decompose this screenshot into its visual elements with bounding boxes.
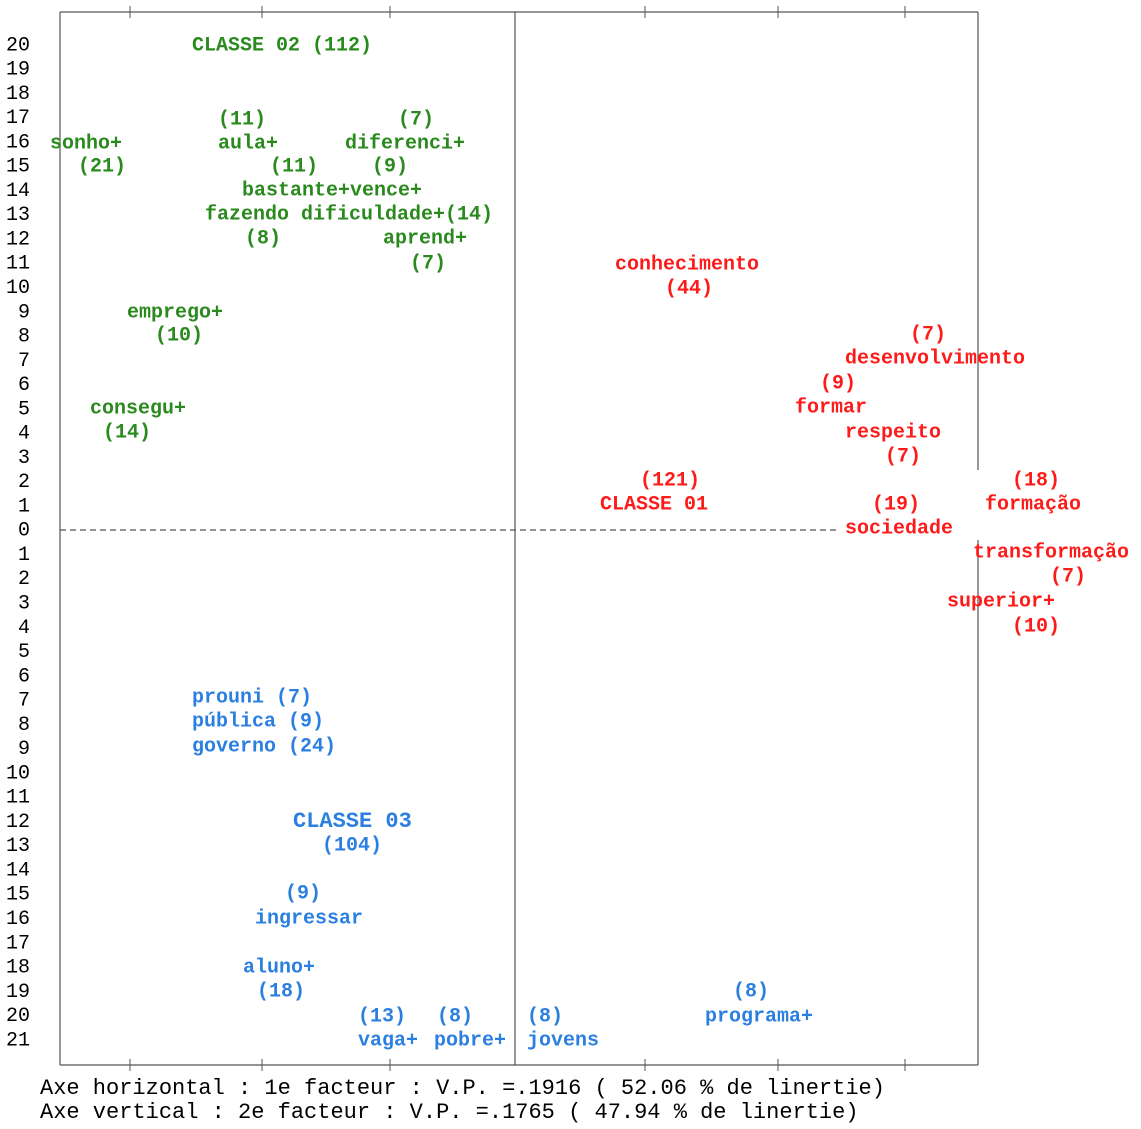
row-label: 14: [6, 859, 30, 882]
word-label: sociedade: [845, 517, 953, 540]
row-label: 11: [6, 253, 30, 276]
word-label: aprend+: [383, 227, 467, 250]
row-label: 3: [18, 447, 30, 470]
row-label: 5: [18, 398, 30, 421]
row-label: 12: [6, 228, 30, 251]
row-label: 15: [6, 156, 30, 179]
word-label: superior+: [947, 590, 1055, 613]
footer-line: Axe vertical : 2e facteur : V.P. =.1765 …: [40, 1100, 859, 1125]
row-label: 8: [18, 326, 30, 349]
row-label: 4: [18, 423, 30, 446]
word-label: (10): [1012, 615, 1060, 638]
row-label: 18: [6, 957, 30, 980]
row-label: 7: [18, 350, 30, 373]
row-label: 19: [6, 59, 30, 82]
row-label: 2: [18, 568, 30, 591]
frame: [59, 6, 979, 1071]
word-label: (19): [872, 493, 920, 516]
word-label: (13): [358, 1005, 406, 1028]
row-label: 7: [18, 690, 30, 713]
row-label: 1: [18, 544, 30, 567]
row-label: 20: [6, 1005, 30, 1028]
word-label: (8): [527, 1005, 563, 1028]
word-label: (11): [270, 155, 318, 178]
row-label: 13: [6, 835, 30, 858]
word-label: (7): [1050, 565, 1086, 588]
word-label: pública (9): [192, 710, 324, 733]
row-label: 0: [18, 520, 30, 543]
word-label: (9): [372, 155, 408, 178]
row-label: 14: [6, 180, 30, 203]
row-label: 8: [18, 714, 30, 737]
word-label: aluno+: [243, 956, 315, 979]
word-label: (7): [885, 445, 921, 468]
row-label: 15: [6, 884, 30, 907]
row-label: 17: [6, 107, 30, 130]
word-label: bastante+vence+: [242, 179, 422, 202]
row-label: 10: [6, 762, 30, 785]
word-label: respeito: [845, 421, 941, 444]
row-label: 19: [6, 981, 30, 1004]
row-label: 13: [6, 204, 30, 227]
word-label: (8): [437, 1005, 473, 1028]
row-label: 4: [18, 617, 30, 640]
word-label: formação: [985, 493, 1081, 516]
word-label: (44): [665, 277, 713, 300]
word-label: diferenci+: [345, 132, 465, 155]
word-label: (7): [410, 252, 446, 275]
footer-line: Axe horizontal : 1e facteur : V.P. =.191…: [40, 1076, 885, 1101]
word-label: governo (24): [192, 735, 336, 758]
word-label: (18): [257, 980, 305, 1003]
word-label: fazendo dificuldade+(14): [205, 203, 493, 226]
row-label: 18: [6, 83, 30, 106]
word-label: (7): [398, 108, 434, 131]
word-label: (8): [733, 980, 769, 1003]
row-label: 6: [18, 665, 30, 688]
word-label: aula+: [218, 132, 278, 155]
word-label: (104): [322, 834, 382, 857]
word-label: (9): [285, 882, 321, 905]
row-label: 21: [6, 1029, 30, 1052]
word-label: programa+: [705, 1005, 813, 1028]
row-label: 5: [18, 641, 30, 664]
word-label: conhecimento: [615, 253, 759, 276]
row-label: 16: [6, 908, 30, 931]
word-label: (9): [820, 372, 856, 395]
row-label: 9: [18, 301, 30, 324]
row-label: 10: [6, 277, 30, 300]
row-label: 12: [6, 811, 30, 834]
word-label: ingressar: [255, 907, 363, 930]
word-label: transformação: [973, 541, 1129, 564]
word-label: consegu+: [90, 397, 186, 420]
row-label: 20: [6, 34, 30, 57]
row-label: 3: [18, 592, 30, 615]
word-label: (11): [218, 108, 266, 131]
word-label: jovens: [527, 1029, 599, 1052]
word-label: CLASSE 01: [600, 493, 708, 516]
word-label: vaga+: [358, 1029, 418, 1052]
word-label: (7): [910, 323, 946, 346]
row-label: 16: [6, 131, 30, 154]
word-label: (8): [245, 227, 281, 250]
word-label: prouni (7): [192, 686, 312, 709]
word-label: CLASSE 03: [293, 809, 412, 834]
row-label: 2: [18, 471, 30, 494]
word-label: (10): [155, 324, 203, 347]
word-label: sonho+: [50, 132, 122, 155]
word-label: (14): [103, 421, 151, 444]
word-label: (121): [640, 469, 700, 492]
row-label: 1: [18, 495, 30, 518]
word-label: formar: [795, 396, 867, 419]
row-label: 17: [6, 932, 30, 955]
word-label: (21): [78, 155, 126, 178]
word-label: (18): [1012, 469, 1060, 492]
row-label: 9: [18, 738, 30, 761]
row-label: 11: [6, 787, 30, 810]
row-label: 6: [18, 374, 30, 397]
word-label: pobre+: [434, 1029, 506, 1052]
word-label: emprego+: [127, 301, 223, 324]
word-label: desenvolvimento: [845, 347, 1025, 370]
word-label: CLASSE 02 (112): [192, 34, 372, 57]
